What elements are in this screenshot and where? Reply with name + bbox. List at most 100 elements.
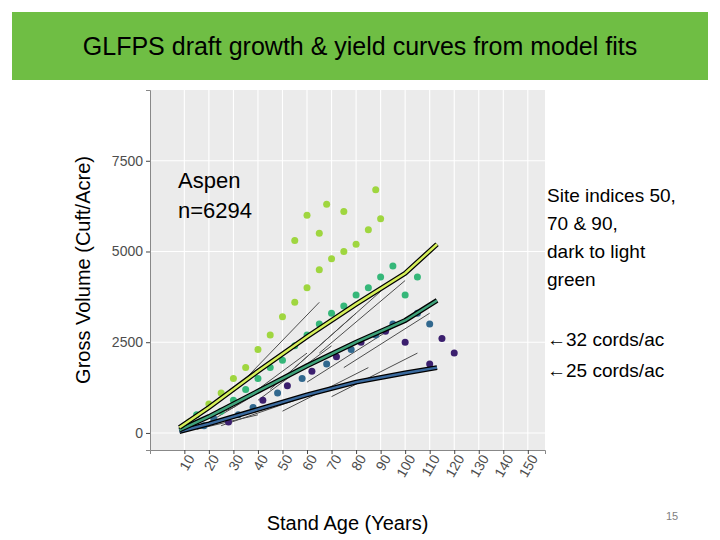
trajectory-line [307, 328, 393, 382]
scatter-point [230, 375, 237, 382]
x-axis: 102030405060708090100110120130140150 [151, 450, 546, 480]
y-tick-label: 0 [135, 425, 143, 441]
scatter-point [259, 397, 266, 404]
scatter-point [365, 284, 372, 291]
scatter-point [267, 331, 274, 338]
x-tick-label: 130 [466, 451, 492, 479]
x-grid-line [233, 90, 234, 450]
y-tick-mark [146, 342, 150, 343]
fitted-curve [179, 244, 437, 427]
x-tick-label: 10 [176, 452, 198, 474]
annotation: n=6294 [178, 198, 252, 223]
scatter-point [304, 284, 311, 291]
scatter-point [451, 350, 458, 357]
x-tick: 100 [393, 450, 419, 480]
x-grid-line [356, 90, 357, 450]
x-tick: 70 [323, 450, 345, 473]
x-grid-line [282, 90, 283, 450]
x-grid-line [208, 90, 209, 450]
scatter-point [377, 273, 384, 280]
trajectory-line [295, 291, 381, 367]
scatter-point [284, 382, 291, 389]
fitted-curve [179, 300, 437, 430]
scatter-point [308, 368, 315, 375]
x-tick: 80 [348, 450, 370, 473]
x-tick: 30 [225, 450, 247, 473]
scatter-point [340, 248, 347, 255]
x-grid-line [257, 90, 258, 450]
x-tick-label: 140 [491, 451, 517, 479]
scatter-point [291, 237, 298, 244]
scatter-point [414, 273, 421, 280]
scatter-point [377, 215, 384, 222]
scatter-point [365, 226, 372, 233]
x-tick-label: 120 [442, 451, 468, 479]
x-tick-label: 60 [299, 452, 321, 474]
x-tick: 10 [176, 450, 198, 473]
annotation: 70 & 90, [547, 213, 618, 234]
x-tick-label: 80 [348, 452, 370, 474]
scatter-point [316, 230, 323, 237]
y-tick-mark [146, 161, 150, 162]
x-grid-line [184, 90, 185, 450]
x-grid-line [454, 90, 455, 450]
y-tick: 7500 [112, 153, 150, 169]
y-grid-line [150, 251, 545, 252]
annotation: dark to light [547, 241, 646, 262]
x-grid-line [527, 90, 528, 450]
y-tick-mark [146, 433, 150, 434]
plot-panel [150, 90, 545, 450]
x-tick: 40 [250, 450, 272, 473]
x-tick-label: 110 [418, 452, 443, 480]
scatter-point [353, 241, 360, 248]
x-tick: 140 [491, 450, 517, 480]
slide: GLFPS draft growth & yield curves from m… [0, 0, 720, 540]
x-grid-line [478, 90, 479, 450]
scatter-point [254, 346, 261, 353]
scatter-point [291, 299, 298, 306]
scatter-point [353, 292, 360, 299]
scatter-point [323, 201, 330, 208]
annotation: ←32 cords/ac [547, 329, 664, 350]
scatter-point [274, 390, 281, 397]
scatter-point [279, 313, 286, 320]
scatter-point [438, 335, 445, 342]
scatter-point [402, 339, 409, 346]
scatter-point [242, 364, 249, 371]
plot-area [179, 186, 457, 431]
x-tick: 110 [418, 450, 443, 479]
title: GLFPS draft growth & yield curves from m… [83, 32, 637, 60]
x-tick-label: 40 [250, 452, 272, 474]
title-banner [12, 12, 708, 80]
y-grid-line [150, 432, 545, 433]
x-tick-label: 70 [323, 452, 345, 474]
scatter-point [328, 255, 335, 262]
annotation: green [547, 269, 596, 290]
y-tick: 5000 [112, 243, 150, 259]
x-tick-label: 100 [393, 451, 419, 479]
x-tick: 90 [372, 450, 394, 473]
grid [150, 90, 545, 450]
scatter-point [402, 292, 409, 299]
scatter-point [328, 310, 335, 317]
page-number: 15 [666, 510, 678, 522]
x-grid-line [380, 90, 381, 450]
x-tick: 120 [442, 450, 468, 480]
scatter-point [242, 386, 249, 393]
scatter-point [304, 212, 311, 219]
x-tick-label: 20 [201, 452, 223, 474]
y-axis-title: Gross Volume (Cuft/Acre) [72, 156, 94, 384]
scatter-point [316, 266, 323, 273]
x-grid-line [429, 90, 430, 450]
annotation: Aspen [178, 168, 240, 193]
scatter-point [323, 360, 330, 367]
curve-outline [179, 300, 437, 430]
x-tick-label: 150 [516, 451, 542, 479]
scatter-point [389, 263, 396, 270]
y-tick-label: 7500 [112, 153, 143, 169]
annotation: Site indices 50, [547, 185, 676, 206]
x-tick-label: 90 [372, 452, 394, 474]
annotation: ←25 cords/ac [547, 360, 664, 381]
y-grid-line [150, 342, 545, 343]
x-axis-title: Stand Age (Years) [267, 512, 429, 534]
